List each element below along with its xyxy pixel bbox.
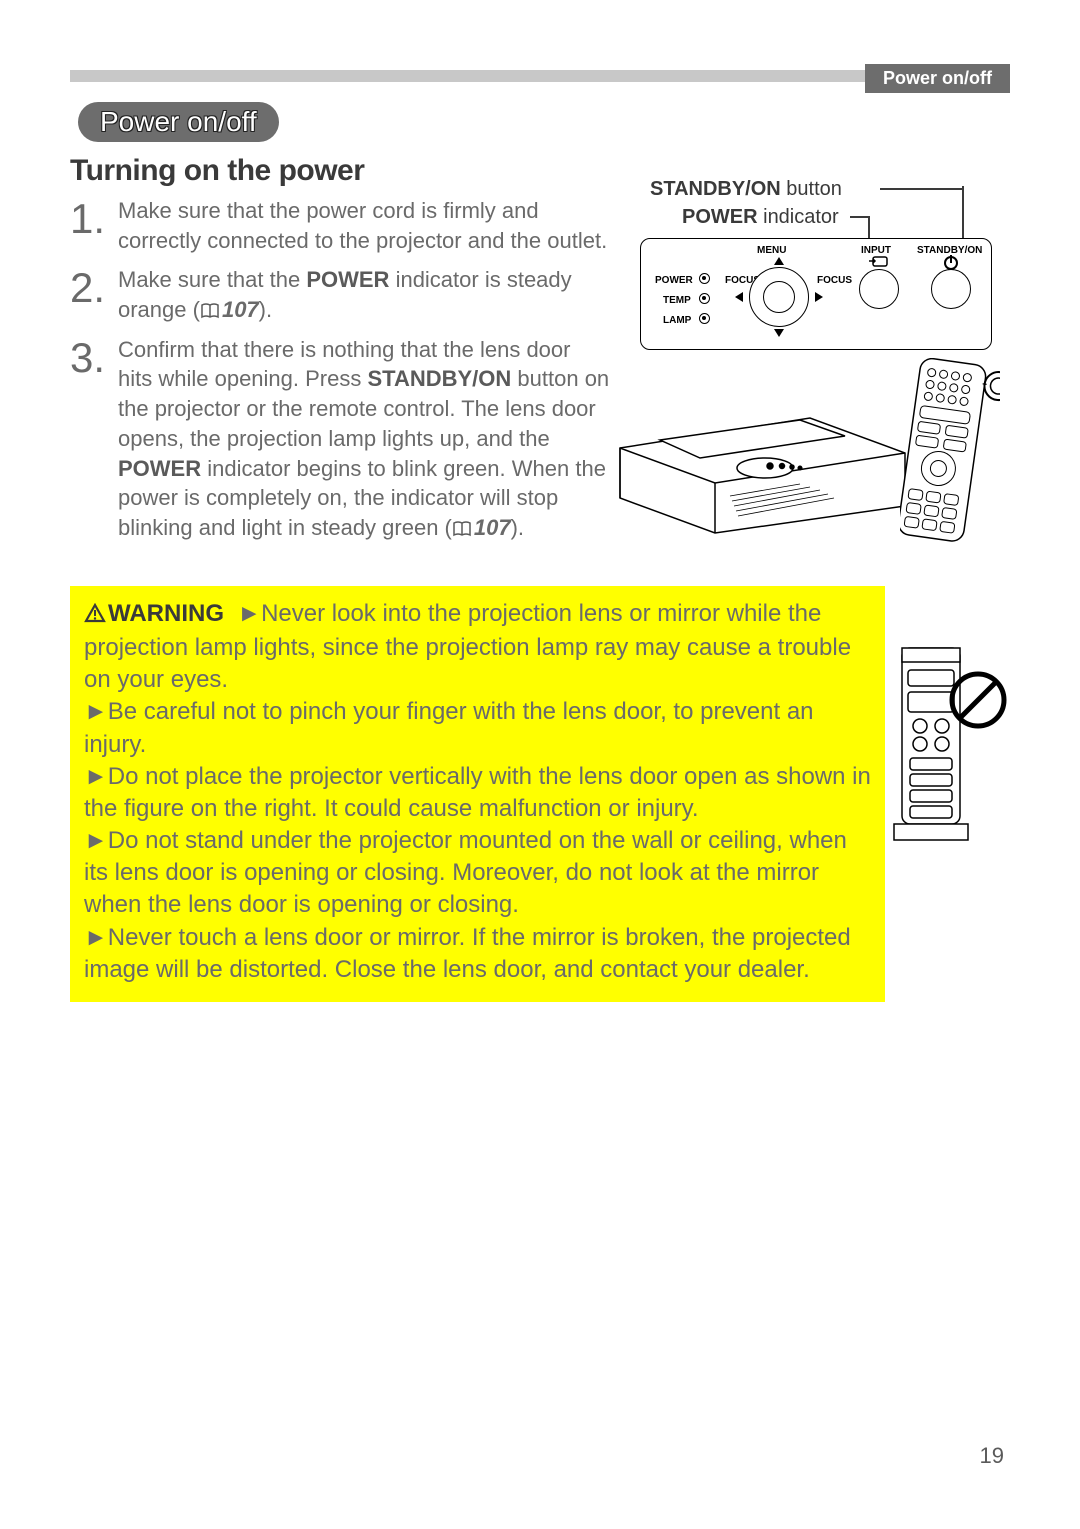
step-item: 1.Make sure that the power cord is firml… xyxy=(70,196,610,255)
remote-illustration xyxy=(900,358,1000,543)
subtitle: Turning on the power xyxy=(70,154,364,188)
input-button-icon xyxy=(859,269,899,309)
dpad-center-icon xyxy=(763,281,795,313)
page-number: 19 xyxy=(980,1443,1004,1469)
projector-illustration xyxy=(600,368,930,538)
prohibition-figure xyxy=(890,640,1010,860)
led-icon xyxy=(699,273,710,284)
leader-line xyxy=(880,188,962,190)
input-icon xyxy=(869,255,889,267)
panel-label-lamp: LAMP xyxy=(663,315,691,326)
step-item: 3.Confirm that there is nothing that the… xyxy=(70,335,610,543)
steps-list: 1.Make sure that the power cord is firml… xyxy=(70,196,610,553)
leader-line xyxy=(850,216,868,218)
warning-triangle-icon xyxy=(84,600,106,632)
arrow-up-icon xyxy=(774,257,784,265)
panel-label-temp: TEMP xyxy=(663,295,691,306)
standby-button-icon xyxy=(931,269,971,309)
led-icon xyxy=(699,313,710,324)
header-tab: Power on/off xyxy=(865,64,1010,93)
arrow-left-icon xyxy=(735,292,743,302)
control-panel-illustration: MENU INPUT STANDBY/ON POWER TEMP LAMP FO… xyxy=(640,238,992,350)
diagram-label-standby: STANDBY/ON button xyxy=(650,178,842,201)
panel-label-menu: MENU xyxy=(757,245,786,256)
step-text: Make sure that the power cord is firmly … xyxy=(118,196,610,255)
warning-label: WARNING xyxy=(108,600,224,627)
power-icon xyxy=(941,253,961,271)
panel-label-focus: FOCUS xyxy=(817,275,852,286)
diagram-label-power: POWER indicator xyxy=(682,206,839,229)
step-number: 2. xyxy=(70,265,118,324)
led-icon xyxy=(699,293,710,304)
step-item: 2.Make sure that the POWER indicator is … xyxy=(70,265,610,324)
warning-box: WARNING ►Never look into the projection … xyxy=(70,586,885,1002)
arrow-right-icon xyxy=(815,292,823,302)
panel-label-power: POWER xyxy=(655,275,693,286)
step-text: Confirm that there is nothing that the l… xyxy=(118,335,610,543)
step-text: Make sure that the POWER indicator is st… xyxy=(118,265,610,324)
step-number: 3. xyxy=(70,335,118,543)
step-number: 1. xyxy=(70,196,118,255)
section-pill: Power on/off xyxy=(78,102,279,142)
control-panel-diagram: STANDBY/ON button POWER indicator MENU I… xyxy=(620,178,1010,548)
arrow-down-icon xyxy=(774,329,784,337)
